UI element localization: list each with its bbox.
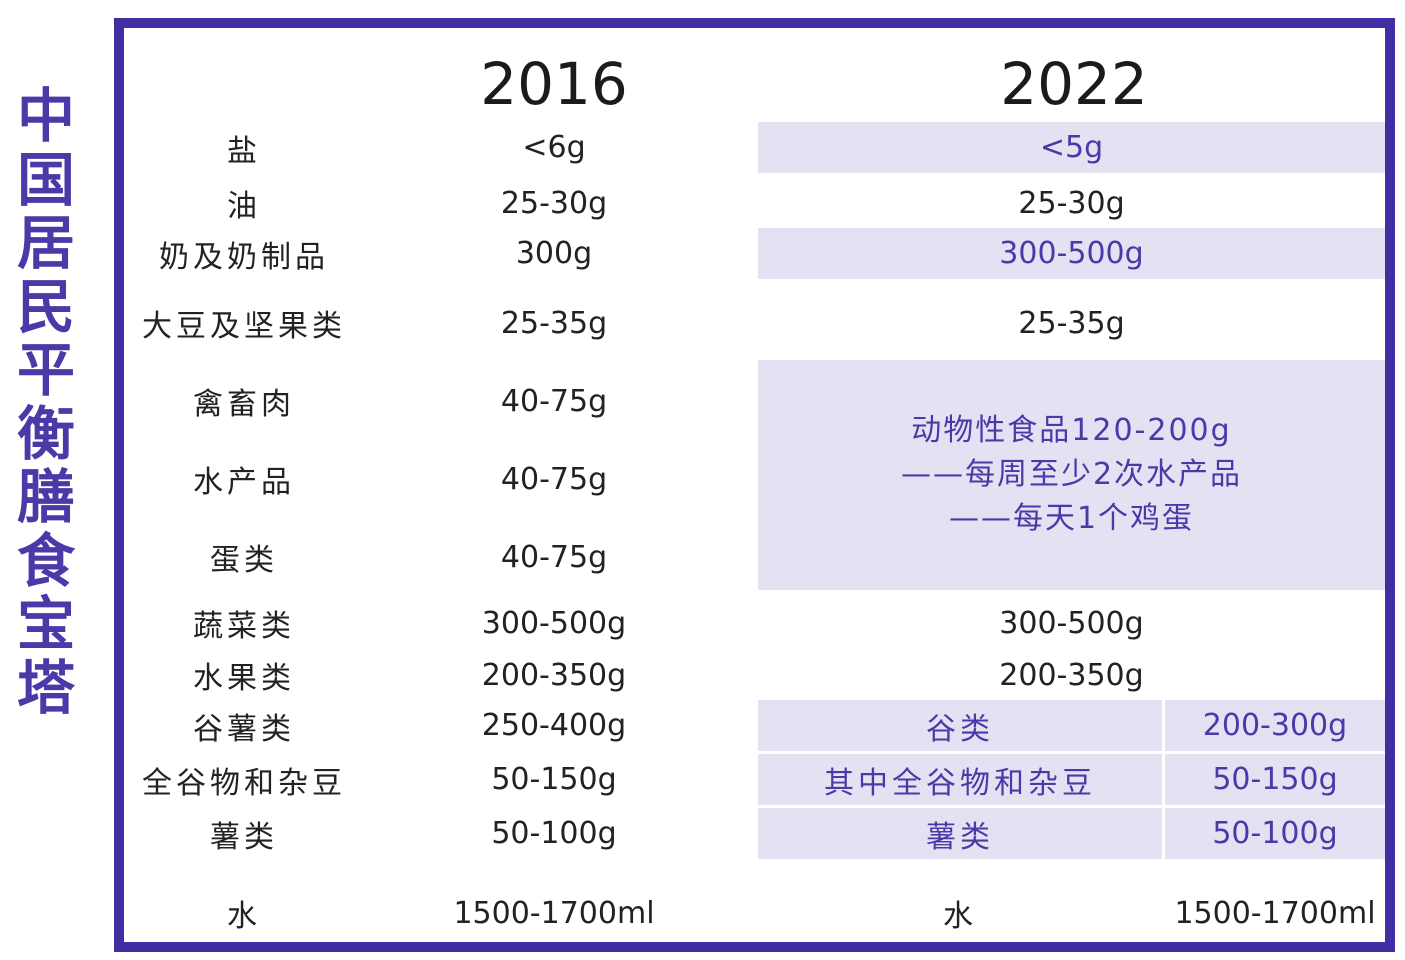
value-2016-salt: <6g [522, 130, 586, 165]
side-title-char: 中 [16, 82, 75, 150]
category-eggs: 蛋类 [210, 543, 278, 578]
category-fruits: 水果类 [193, 661, 295, 696]
value-2022-dairy: 300-500g [999, 236, 1144, 271]
highlight-tubers-val [1165, 808, 1385, 859]
category-dairy: 奶及奶制品 [159, 239, 329, 275]
value-2016-water: 1500-1700ml [453, 895, 655, 931]
category-oil: 油 [227, 189, 261, 224]
side-title-char: 宝 [16, 590, 75, 658]
highlight-grains-val [1165, 700, 1385, 751]
year-2022-header: 2022 [1000, 50, 1148, 118]
subcategory-2022-grains: 谷类 [926, 711, 994, 747]
category-whole-grains: 全谷物和杂豆 [142, 765, 346, 801]
value-2022-whole-grains: 50-150g [1212, 762, 1338, 797]
side-title-char: 平 [16, 336, 75, 404]
side-title-char: 衡 [16, 399, 75, 468]
value-2016-grains-tubers: 250-400g [481, 708, 627, 743]
value-2016-whole-grains: 50-150g [491, 762, 617, 797]
highlight-whole-sub [758, 754, 1162, 805]
value-2022-oil: 25-30g [1018, 185, 1125, 221]
value-2016-eggs: 40-75g [500, 539, 608, 575]
value-2022-salt: <5g [1039, 130, 1104, 165]
value-2022-tubers: 50-100g [1212, 816, 1338, 851]
value-2022-vegetables: 300-500g [999, 605, 1144, 641]
animal-foods-line: 动物性食品120-200g [911, 413, 1232, 448]
subcategory-2022-water: 水 [943, 899, 977, 934]
side-title-char: 膳 [16, 463, 75, 531]
side-title-char: 民 [16, 272, 75, 341]
subcategory-2022-tubers: 薯类 [926, 819, 994, 855]
value-2022-soy-nuts: 25-35g [1018, 305, 1125, 341]
animal-foods-line: ——每天1个鸡蛋 [948, 501, 1195, 536]
value-2016-meat: 40-75g [500, 383, 608, 419]
value-2022-fruits: 200-350g [999, 657, 1144, 693]
value-2016-fruits: 200-350g [481, 657, 627, 693]
value-2016-tubers: 50-100g [491, 816, 617, 851]
side-title-char: 食 [16, 526, 75, 595]
value-2016-dairy: 300g [515, 236, 593, 271]
category-salt: 盐 [227, 133, 261, 169]
value-2022-water: 1500-1700ml [1174, 895, 1376, 931]
value-2016-soy-nuts: 25-35g [500, 305, 608, 341]
side-title-char: 国 [16, 145, 75, 214]
value-2016-vegetables: 300-500g [481, 605, 627, 641]
category-grains-tubers: 谷薯类 [193, 711, 295, 747]
highlight-animal [758, 360, 1385, 590]
category-soy-nuts: 大豆及坚果类 [142, 309, 346, 344]
value-2016-oil: 25-30g [500, 185, 608, 221]
comparison-table: 2016 2022 盐 <6g <5g 油 25-30g 25-30g 奶及奶制… [114, 18, 1395, 952]
category-aquatic: 水产品 [193, 465, 295, 500]
side-title-char: 居 [16, 209, 75, 277]
value-2022-animal-foods: 动物性食品120-200g ——每周至少2次水产品 ——每天1个鸡蛋 [758, 360, 1385, 590]
highlight-grains-sub [758, 700, 1162, 751]
value-2022-grains: 200-300g [1202, 708, 1348, 743]
highlight-salt [758, 122, 1385, 173]
highlight-dairy [758, 228, 1385, 279]
category-water: 水 [227, 899, 261, 934]
highlight-tubers-sub [758, 808, 1162, 859]
side-title-char: 塔 [16, 653, 75, 722]
highlight-whole-val [1165, 754, 1385, 805]
animal-foods-line: ——每周至少2次水产品 [900, 457, 1243, 492]
year-2016-header: 2016 [480, 50, 628, 118]
category-meat: 禽畜肉 [193, 387, 295, 422]
category-tubers: 薯类 [210, 819, 278, 855]
value-2016-aquatic: 40-75g [500, 461, 608, 497]
side-title: 中 国 居 民 平 衡 膳 食 宝 塔 [10, 82, 82, 722]
category-vegetables: 蔬菜类 [193, 609, 295, 644]
subcategory-2022-whole-grains: 其中全谷物和杂豆 [824, 765, 1096, 801]
